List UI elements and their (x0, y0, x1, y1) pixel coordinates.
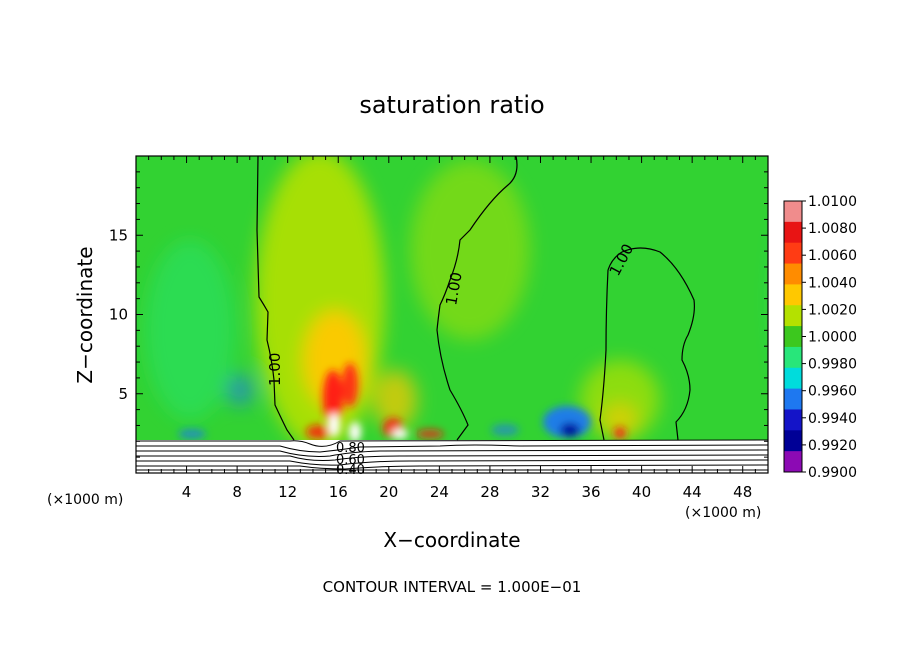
field-detail-blob (349, 422, 361, 442)
x-tick-label: 28 (480, 483, 499, 501)
contour-line (256, 156, 295, 441)
colorbar-label: 1.0080 (808, 221, 857, 237)
x-tick-label: 44 (683, 483, 702, 501)
field-detail-blob (342, 363, 358, 407)
colorbar-label: 0.9900 (808, 465, 857, 481)
colorbar-swatch (784, 451, 802, 473)
y-axis: 5 10 15 (109, 171, 768, 458)
contour-interval-note: CONTOUR INTERVAL = 1.000E−01 (323, 578, 582, 596)
contour-label: 1.00 (442, 271, 466, 307)
field-detail-blob (416, 429, 444, 439)
colorbar-label: 0.9940 (808, 411, 857, 427)
field-detail-blob (560, 423, 580, 437)
y-axis-label: Z−coordinate (73, 246, 97, 383)
ground-contour (136, 454, 768, 461)
ground-contour (136, 459, 768, 466)
field-blob (226, 374, 254, 406)
x-tick-label: 24 (430, 483, 449, 501)
colorbar-label: 1.0000 (808, 330, 857, 346)
contour-lines (256, 156, 695, 441)
colorbar: 1.0100 1.0080 1.0060 1.0040 1.0020 1.0000 0.99… (783, 194, 857, 481)
contour-line (599, 247, 695, 441)
ground-contour (136, 444, 768, 453)
x-unit-right: (×1000 m) (685, 505, 761, 521)
ground-contour (136, 449, 768, 457)
contour-label: 0.80 (336, 441, 365, 456)
colorbar-swatch (784, 367, 802, 390)
contour-line (436, 156, 518, 441)
x-unit-left: (×1000 m) (47, 492, 123, 508)
y-tick-label: 15 (109, 226, 128, 244)
colorbar-label: 0.9920 (808, 438, 857, 454)
field-detail-blob (323, 370, 343, 426)
x-tick-label: 4 (182, 483, 192, 501)
x-tick-label: 40 (632, 483, 651, 501)
colorbar-swatch (784, 242, 802, 265)
x-axis: 4 8 12 16 20 24 28 32 36 40 44 48 (148, 156, 756, 501)
ground-contour (136, 439, 768, 447)
x-tick-label: 36 (581, 483, 600, 501)
contour-label: 0.60 (336, 453, 365, 468)
y-tick-label: 5 (118, 385, 128, 403)
field-detail-blob (306, 425, 330, 439)
x-tick-label: 32 (531, 483, 550, 501)
field-detail-blob (392, 429, 408, 439)
colorbar-label: 1.0020 (808, 302, 857, 318)
x-tick-label: 20 (379, 483, 398, 501)
x-axis-label: X−coordinate (383, 528, 520, 552)
colorbar-swatch (784, 305, 802, 327)
field-blob (145, 240, 235, 420)
colorbar-swatch (784, 388, 802, 410)
colorbar-label: 1.0040 (808, 275, 857, 291)
field-blob (373, 370, 417, 430)
x-tick-label: 16 (329, 483, 348, 501)
y-tick-label: 10 (109, 306, 128, 324)
colorbar-swatch (784, 201, 802, 223)
field-detail-blob (491, 424, 519, 436)
contour-label: 1.00 (266, 353, 284, 386)
field-blob (410, 160, 530, 340)
colorbar-swatch (784, 263, 802, 285)
colorbar-label: 1.0100 (808, 194, 857, 210)
colorbar-swatch (784, 409, 802, 431)
colorbar-swatch (784, 430, 802, 452)
colorbar-swatch (784, 284, 802, 306)
colorbar-label: 0.9980 (808, 357, 857, 373)
field-detail-blob (328, 413, 340, 437)
ground-contour (136, 464, 768, 470)
field-detail-blob (614, 427, 626, 439)
heatmap-field (136, 156, 768, 473)
field-blob (602, 402, 638, 438)
colorbar-swatch (784, 326, 802, 348)
colorbar-label: 0.9960 (808, 384, 857, 400)
chart-title: saturation ratio (359, 91, 544, 119)
field-detail (178, 363, 626, 442)
x-tick-label: 12 (278, 483, 297, 501)
x-tick-label: 8 (232, 483, 242, 501)
x-tick-label: 48 (733, 483, 752, 501)
colorbar-label: 1.0060 (808, 248, 857, 264)
colorbar-swatch (784, 221, 802, 244)
colorbar-swatch (784, 346, 802, 369)
field-detail-blob (178, 429, 206, 439)
